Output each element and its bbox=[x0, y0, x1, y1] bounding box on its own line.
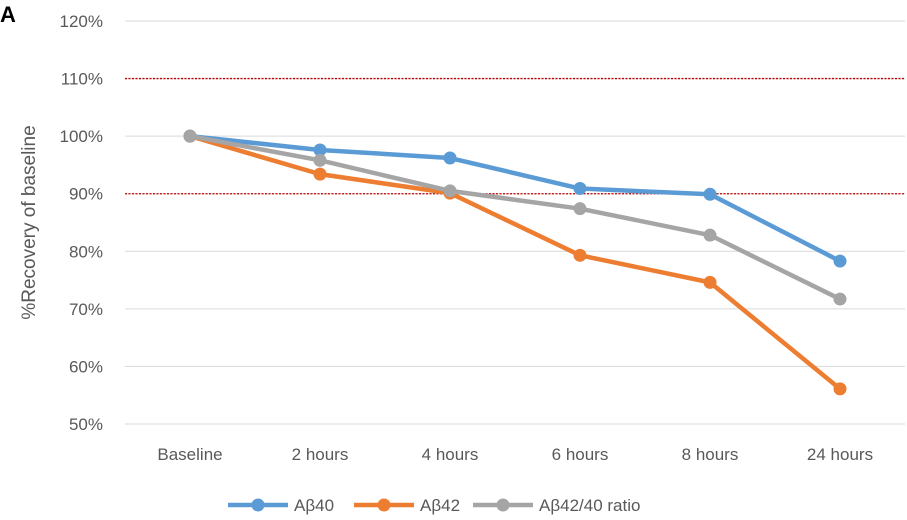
data-point bbox=[313, 143, 327, 157]
x-tick-label: 2 hours bbox=[292, 445, 349, 464]
x-tick-label: 6 hours bbox=[552, 445, 609, 464]
data-point bbox=[573, 202, 587, 216]
legend-marker bbox=[377, 498, 391, 512]
y-tick-label: 110% bbox=[61, 70, 103, 89]
legend-item-3: Aβ42/40 ratio bbox=[473, 496, 640, 515]
legend-item-1: Aβ40 bbox=[228, 496, 334, 515]
y-tick-label: 80% bbox=[69, 242, 103, 261]
reference-lines bbox=[125, 77, 905, 195]
data-point bbox=[833, 254, 847, 268]
data-point bbox=[833, 382, 847, 396]
y-tick-label: 120% bbox=[60, 12, 103, 31]
x-axis-ticks: Baseline 2 hours 4 hours 6 hours 8 hours 24 h… bbox=[157, 445, 873, 464]
legend-marker bbox=[251, 498, 265, 512]
series-line bbox=[187, 133, 843, 264]
legend-marker bbox=[496, 498, 510, 512]
series-2 bbox=[183, 129, 847, 396]
series-line bbox=[187, 133, 843, 392]
data-point bbox=[703, 187, 717, 201]
data-point bbox=[183, 129, 197, 143]
x-tick-label: Baseline bbox=[157, 445, 222, 464]
legend-label: Aβ40 bbox=[294, 496, 334, 515]
legend-label: Aβ42 bbox=[420, 496, 460, 515]
data-point bbox=[703, 275, 717, 289]
data-point bbox=[833, 292, 847, 306]
legend-item-2: Aβ42 bbox=[354, 496, 460, 515]
y-tick-label: 50% bbox=[69, 415, 103, 434]
y-tick-label: 60% bbox=[69, 357, 103, 376]
y-axis-title: %Recovery of baseline bbox=[19, 125, 40, 319]
legend: Aβ40 Aβ42 Aβ42/40 ratio bbox=[228, 496, 640, 515]
data-point bbox=[443, 184, 457, 198]
series-line bbox=[187, 133, 843, 302]
data-point bbox=[573, 248, 587, 262]
x-tick-label: 8 hours bbox=[682, 445, 739, 464]
x-tick-label: 24 hours bbox=[807, 445, 873, 464]
y-tick-label: 100% bbox=[60, 127, 103, 146]
series-lines bbox=[183, 129, 847, 396]
data-point bbox=[313, 153, 327, 167]
data-point bbox=[703, 228, 717, 242]
y-tick-label: 70% bbox=[69, 300, 103, 319]
legend-label: Aβ42/40 ratio bbox=[539, 496, 640, 515]
data-point bbox=[573, 182, 587, 196]
x-tick-label: 4 hours bbox=[422, 445, 479, 464]
y-axis-ticks: 50% 60% 70% 80% 90% 100% 110% 120% bbox=[60, 12, 103, 434]
series-3 bbox=[183, 129, 847, 306]
panel-label: A bbox=[0, 2, 16, 27]
data-point bbox=[313, 167, 327, 181]
data-point bbox=[443, 151, 457, 165]
y-tick-label: 90% bbox=[69, 185, 103, 204]
